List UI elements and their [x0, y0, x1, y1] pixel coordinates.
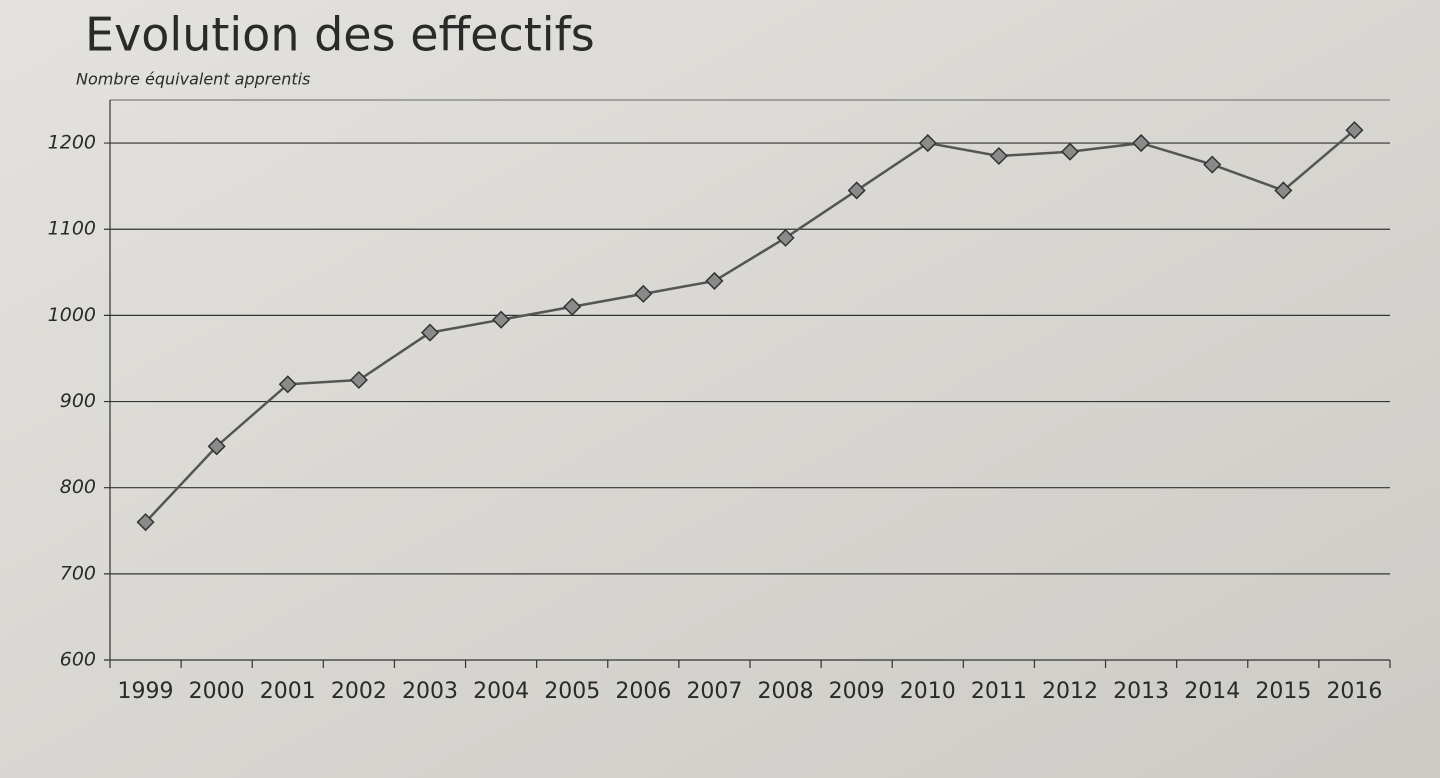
x-tick-label: 2005 [544, 679, 600, 704]
data-marker [349, 370, 368, 390]
x-tick-label: 2016 [1326, 679, 1382, 704]
x-tick-label: 2004 [473, 679, 529, 704]
y-tick-label: 600 [60, 649, 96, 671]
data-marker [776, 228, 795, 247]
data-marker [1274, 181, 1293, 200]
x-tick-label: 2015 [1255, 679, 1311, 704]
x-tick-label: 2006 [615, 679, 671, 704]
x-tick-label: 2008 [758, 679, 814, 704]
x-tick-label: 2007 [686, 679, 742, 704]
data-line [144, 129, 1356, 524]
x-tick-label: 2010 [900, 679, 956, 704]
data-marker [278, 375, 297, 394]
data-marker [634, 284, 653, 303]
y-tick-label: 700 [60, 562, 96, 584]
data-marker [136, 513, 155, 532]
x-tick-label: 2014 [1184, 679, 1240, 704]
x-tick-label: 1999 [118, 679, 174, 704]
chart-title: Evolution des effectifs [85, 8, 595, 62]
data-marker [1060, 142, 1080, 161]
data-marker [420, 323, 440, 342]
y-tick-label: 1100 [48, 218, 96, 240]
x-tick-label: 2001 [260, 679, 316, 704]
y-tick-label: 1200 [48, 132, 96, 154]
y-tick-label: 800 [60, 476, 96, 498]
x-tick-label: 2012 [1042, 679, 1098, 704]
data-marker [1345, 121, 1364, 140]
y-tick-label: 1000 [48, 304, 96, 326]
data-marker [1203, 155, 1222, 174]
x-tick-label: 2013 [1113, 679, 1169, 704]
y-tick-label: 900 [60, 390, 96, 412]
x-tick-label: 2000 [189, 679, 245, 704]
data-marker [918, 134, 937, 153]
data-marker [847, 181, 866, 200]
data-marker [492, 310, 511, 329]
data-marker [207, 437, 226, 456]
x-tick-label: 2009 [829, 679, 885, 704]
x-tick-label: 2003 [402, 679, 458, 704]
data-marker [705, 271, 724, 290]
data-marker [1132, 134, 1151, 153]
y-axis-label: Nombre équivalent apprentis [76, 70, 310, 89]
data-marker [563, 297, 582, 316]
x-tick-label: 2011 [971, 679, 1027, 704]
x-tick-label: 2002 [331, 679, 387, 704]
data-marker [989, 146, 1008, 166]
